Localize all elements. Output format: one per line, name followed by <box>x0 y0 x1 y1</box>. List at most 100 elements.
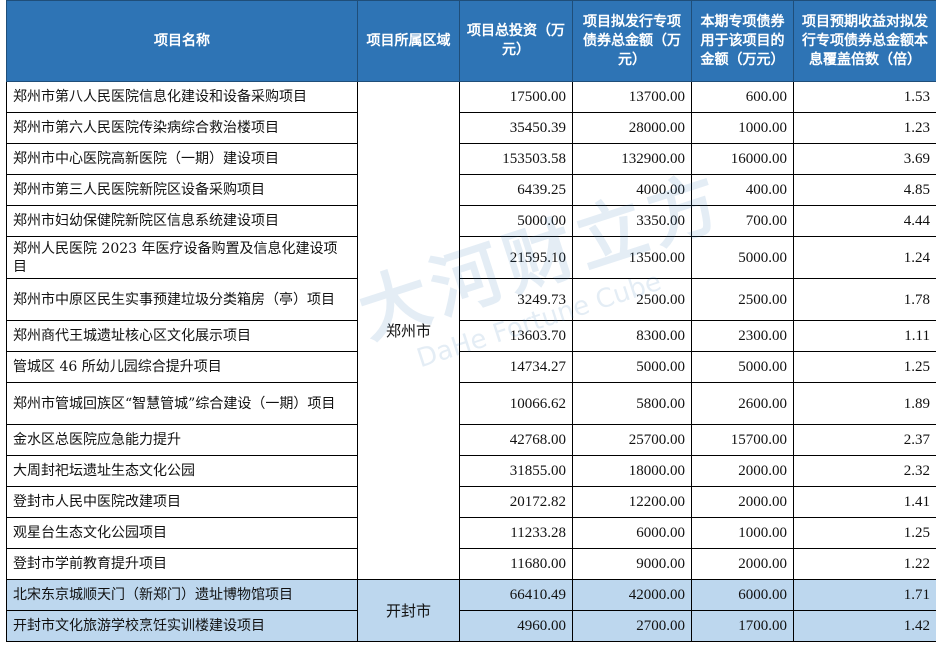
current-bond-cell: 2300.00 <box>691 320 794 352</box>
planned-bond-cell: 12200.00 <box>572 486 692 518</box>
total-investment-cell: 35450.39 <box>459 112 573 144</box>
coverage-ratio-cell: 1.24 <box>793 236 936 279</box>
total-investment-cell: 17500.00 <box>459 81 573 113</box>
table-row: 金水区总医院应急能力提升 42768.00 25700.00 15700.00 2.37 <box>6 424 936 456</box>
project-name-cell: 观星台生态文化公园项目 <box>6 517 358 549</box>
current-bond-cell: 2500.00 <box>691 278 794 321</box>
current-bond-cell: 5000.00 <box>691 236 794 279</box>
coverage-ratio-cell: 2.32 <box>793 455 936 487</box>
coverage-ratio-cell: 1.23 <box>793 112 936 144</box>
total-investment-cell: 66410.49 <box>459 579 573 611</box>
header-region: 项目所属区域 <box>357 0 460 82</box>
coverage-ratio-cell: 1.71 <box>793 579 936 611</box>
total-investment-cell: 153503.58 <box>459 143 573 175</box>
current-bond-cell: 15700.00 <box>691 424 794 456</box>
project-name-cell: 郑州市妇幼保健院新院区信息系统建设项目 <box>6 205 358 237</box>
bond-project-table: 项目名称 项目所属区域 项目总投资（万元） 项目拟发行专项债券总金额（万元） 本… <box>6 0 936 642</box>
project-name-cell: 郑州市管城回族区“智慧管城”综合建设（一期）项目 <box>6 382 358 425</box>
table-row: 观星台生态文化公园项目 11233.28 6000.00 1000.00 1.25 <box>6 517 936 549</box>
planned-bond-cell: 2700.00 <box>572 610 692 642</box>
planned-bond-cell: 5000.00 <box>572 351 692 383</box>
total-investment-cell: 5000.00 <box>459 205 573 237</box>
coverage-ratio-cell: 1.89 <box>793 382 936 425</box>
table-row: 郑州市中原区民生实事预建垃圾分类箱房（亭）项目 3249.73 2500.00 250… <box>6 278 936 321</box>
table-row: 郑州市第八人民医院信息化建设和设备采购项目 郑州市 17500.00 13700.00… <box>6 81 936 580</box>
planned-bond-cell: 3350.00 <box>572 205 692 237</box>
region-cell: 郑州市 <box>357 81 460 580</box>
table-row: 郑州人民医院 2023 年医疗设备购置及信息化建设项目 21595.10 13500… <box>6 236 936 279</box>
coverage-ratio-cell: 1.25 <box>793 517 936 549</box>
table-row: 郑州商代王城遗址核心区文化展示项目 13603.70 8300.00 2300.00 1… <box>6 320 936 352</box>
planned-bond-cell: 42000.00 <box>572 579 692 611</box>
planned-bond-cell: 9000.00 <box>572 548 692 580</box>
coverage-ratio-cell: 1.78 <box>793 278 936 321</box>
current-bond-cell: 1000.00 <box>691 112 794 144</box>
current-bond-cell: 6000.00 <box>691 579 794 611</box>
project-name-cell: 郑州商代王城遗址核心区文化展示项目 <box>6 320 358 352</box>
header-current-bond-amount: 本期专项债券用于该项目的金额（万元） <box>691 0 794 82</box>
planned-bond-cell: 4000.00 <box>572 174 692 206</box>
region-cell: 开封市 <box>357 579 460 642</box>
table-row: 管城区 46 所幼儿园综合提升项目 14734.27 5000.00 5000.00 1… <box>6 351 936 383</box>
project-name-cell: 郑州市中原区民生实事预建垃圾分类箱房（亭）项目 <box>6 278 358 321</box>
coverage-ratio-cell: 4.44 <box>793 205 936 237</box>
project-name-cell: 郑州市第六人民医院传染病综合救治楼项目 <box>6 112 358 144</box>
total-investment-cell: 14734.27 <box>459 351 573 383</box>
project-name-cell: 管城区 46 所幼儿园综合提升项目 <box>6 351 358 383</box>
header-total-investment: 项目总投资（万元） <box>459 0 573 82</box>
header-coverage-ratio: 项目预期收益对拟发行专项债券总金额本息覆盖倍数（倍） <box>793 0 936 82</box>
table-row: 郑州市管城回族区“智慧管城”综合建设（一期）项目 10066.62 5800.00 2… <box>6 382 936 425</box>
total-investment-cell: 31855.00 <box>459 455 573 487</box>
table-row: 登封市学前教育提升项目 11680.00 9000.00 2000.00 1.22 <box>6 548 936 580</box>
total-investment-cell: 4960.00 <box>459 610 573 642</box>
table-row: 大周封祀坛遗址生态文化公园 31855.00 18000.00 2000.00 2.32 <box>6 455 936 487</box>
coverage-ratio-cell: 1.41 <box>793 486 936 518</box>
project-name-cell: 登封市学前教育提升项目 <box>6 548 358 580</box>
total-investment-cell: 6439.25 <box>459 174 573 206</box>
project-name-cell: 金水区总医院应急能力提升 <box>6 424 358 456</box>
planned-bond-cell: 28000.00 <box>572 112 692 144</box>
table-row: 登封市人民中医院改建项目 20172.82 12200.00 2000.00 1.41 <box>6 486 936 518</box>
current-bond-cell: 400.00 <box>691 174 794 206</box>
header-project-name: 项目名称 <box>6 0 358 82</box>
planned-bond-cell: 13700.00 <box>572 81 692 113</box>
project-name-cell: 开封市文化旅游学校烹饪实训楼建设项目 <box>6 610 358 642</box>
current-bond-cell: 2000.00 <box>691 486 794 518</box>
project-name-cell: 郑州市第三人民医院新院区设备采购项目 <box>6 174 358 206</box>
planned-bond-cell: 132900.00 <box>572 143 692 175</box>
table-row: 郑州市中心医院高新医院（一期）建设项目 153503.58 132900.00 160… <box>6 143 936 175</box>
planned-bond-cell: 25700.00 <box>572 424 692 456</box>
coverage-ratio-cell: 1.42 <box>793 610 936 642</box>
table-row: 开封市文化旅游学校烹饪实训楼建设项目 4960.00 2700.00 1700.00 1… <box>6 610 936 642</box>
table-row: 北宋东京城顺天门（新郑门）遗址博物馆项目 开封市 66410.49 42000.00 6… <box>6 579 936 642</box>
coverage-ratio-cell: 2.37 <box>793 424 936 456</box>
table-row: 郑州市妇幼保健院新院区信息系统建设项目 5000.00 3350.00 700.00 4… <box>6 205 936 237</box>
coverage-ratio-cell: 1.22 <box>793 548 936 580</box>
planned-bond-cell: 2500.00 <box>572 278 692 321</box>
project-name-cell: 郑州市中心医院高新医院（一期）建设项目 <box>6 143 358 175</box>
current-bond-cell: 2600.00 <box>691 382 794 425</box>
total-investment-cell: 10066.62 <box>459 382 573 425</box>
total-investment-cell: 21595.10 <box>459 236 573 279</box>
planned-bond-cell: 6000.00 <box>572 517 692 549</box>
current-bond-cell: 5000.00 <box>691 351 794 383</box>
current-bond-cell: 700.00 <box>691 205 794 237</box>
coverage-ratio-cell: 1.53 <box>793 81 936 113</box>
coverage-ratio-cell: 1.25 <box>793 351 936 383</box>
current-bond-cell: 1000.00 <box>691 517 794 549</box>
project-name-cell: 大周封祀坛遗址生态文化公园 <box>6 455 358 487</box>
planned-bond-cell: 5800.00 <box>572 382 692 425</box>
coverage-ratio-cell: 1.11 <box>793 320 936 352</box>
table-header-row: 项目名称 项目所属区域 项目总投资（万元） 项目拟发行专项债券总金额（万元） 本… <box>6 0 936 82</box>
total-investment-cell: 20172.82 <box>459 486 573 518</box>
table-row: 郑州市第三人民医院新院区设备采购项目 6439.25 4000.00 400.00 4.… <box>6 174 936 206</box>
planned-bond-cell: 8300.00 <box>572 320 692 352</box>
current-bond-cell: 1700.00 <box>691 610 794 642</box>
total-investment-cell: 42768.00 <box>459 424 573 456</box>
total-investment-cell: 11233.28 <box>459 517 573 549</box>
coverage-ratio-cell: 4.85 <box>793 174 936 206</box>
coverage-ratio-cell: 3.69 <box>793 143 936 175</box>
header-planned-bond-amount: 项目拟发行专项债券总金额（万元） <box>572 0 692 82</box>
planned-bond-cell: 18000.00 <box>572 455 692 487</box>
total-investment-cell: 13603.70 <box>459 320 573 352</box>
